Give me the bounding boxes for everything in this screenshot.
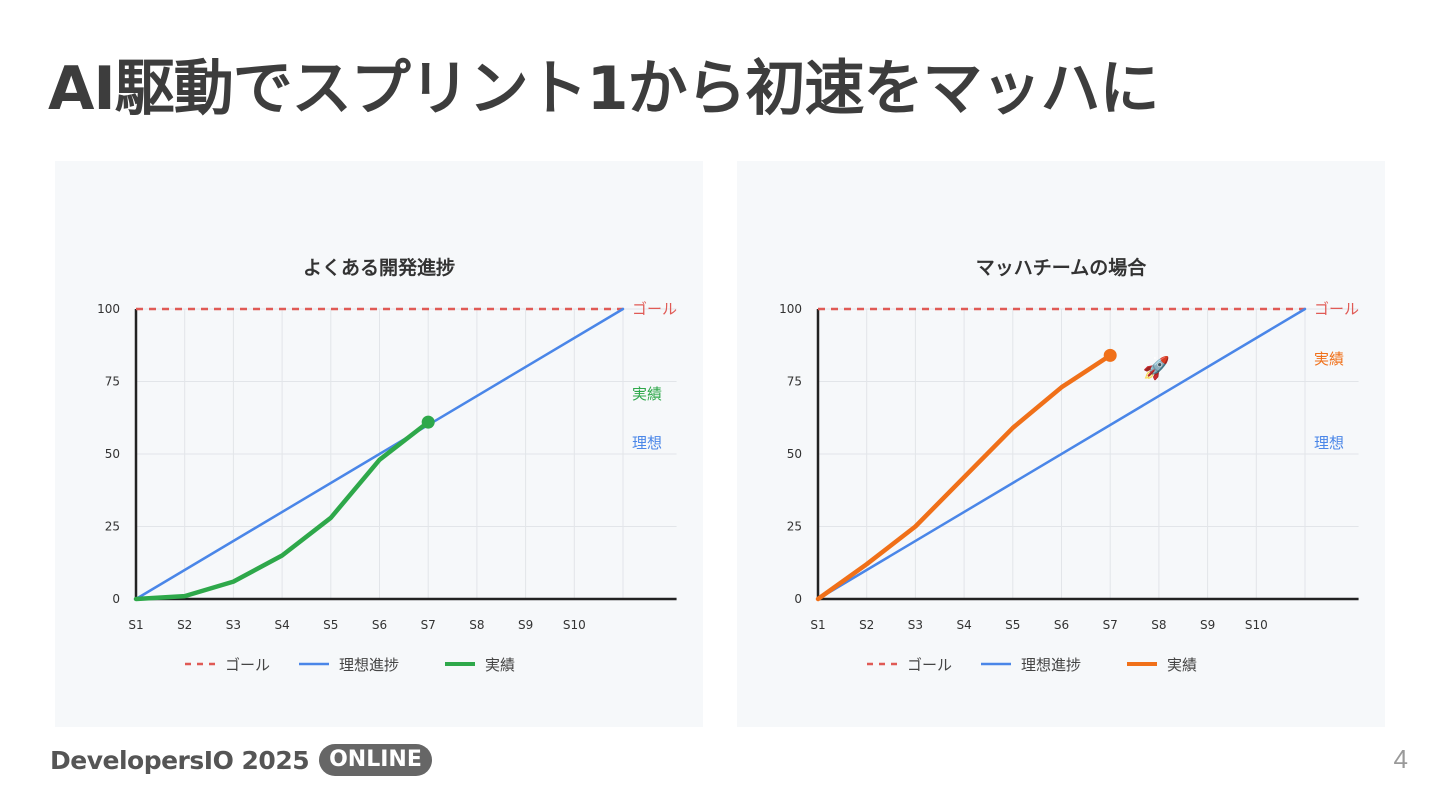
y-tick-label: 75 xyxy=(105,375,120,389)
y-tick-label: 0 xyxy=(112,592,120,606)
annotation-goal: ゴール xyxy=(632,300,677,318)
page-number: 4 xyxy=(1393,744,1408,774)
rocket-icon: 🚀 xyxy=(1143,356,1170,382)
x-tick-label: S5 xyxy=(323,618,338,632)
legend-label-goal: ゴール xyxy=(907,656,952,674)
x-tick-label: S8 xyxy=(469,618,484,632)
series-end-marker xyxy=(1103,348,1117,362)
legend-label-actual: 実績 xyxy=(485,656,515,674)
chart-title: マッハチームの場合 xyxy=(976,256,1147,279)
y-tick-label: 0 xyxy=(794,592,802,606)
annotation-ideal: 理想 xyxy=(1314,434,1344,452)
legend-label-goal: ゴール xyxy=(225,656,270,674)
brand-logo-text: DevelopersIO 2025 xyxy=(50,745,310,775)
y-tick-label: 75 xyxy=(787,375,802,389)
footer-brand: DevelopersIO 2025 ONLINE xyxy=(50,744,432,776)
series-line-ideal xyxy=(134,307,625,601)
x-tick-label: S2 xyxy=(859,618,874,632)
x-tick-label: S2 xyxy=(177,618,192,632)
x-tick-label: S10 xyxy=(1245,618,1268,632)
online-badge: ONLINE xyxy=(319,744,432,776)
chart-title: よくある開発進捗 xyxy=(303,256,455,279)
x-tick-label: S3 xyxy=(908,618,923,632)
slide-title: AI駆動でスプリント1から初速をマッハに xyxy=(48,54,1160,124)
x-tick-label: S1 xyxy=(810,618,825,632)
y-tick-label: 50 xyxy=(787,447,802,461)
x-tick-label: S4 xyxy=(274,618,289,632)
x-tick-label: S9 xyxy=(518,618,533,632)
x-tick-label: S7 xyxy=(1103,618,1118,632)
y-tick-label: 100 xyxy=(97,302,120,316)
x-tick-label: S7 xyxy=(421,618,436,632)
y-tick-label: 50 xyxy=(105,447,120,461)
annotation-ideal: 理想 xyxy=(632,434,662,452)
legend-label-actual: 実績 xyxy=(1167,656,1197,674)
chart-mach-team: マッハチームの場合 0 25 50 75 100 S1 S2 S3 S4 S5 S6 S7 S8 S9 S10… xyxy=(779,256,1359,674)
x-tick-label: S8 xyxy=(1151,618,1166,632)
x-tick-label: S9 xyxy=(1200,618,1215,632)
series-line-ideal xyxy=(816,307,1307,601)
x-tick-label: S10 xyxy=(563,618,586,632)
x-tick-label: S6 xyxy=(372,618,387,632)
x-tick-label: S3 xyxy=(226,618,241,632)
legend-label-ideal: 理想進捗 xyxy=(1021,656,1081,674)
annotation-actual: 実績 xyxy=(632,385,662,403)
series-end-marker xyxy=(421,415,435,429)
chart-panel-typical: よくある開発進捗 0 25 50 75 100 S1 S2 S3 S4 S5 S6 S7 S8 S9 S10 ゴ… xyxy=(55,161,703,727)
annotation-goal: ゴール xyxy=(1314,300,1359,318)
x-tick-label: S1 xyxy=(128,618,143,632)
x-tick-label: S5 xyxy=(1005,618,1020,632)
y-tick-label: 25 xyxy=(105,520,120,534)
x-tick-label: S6 xyxy=(1054,618,1069,632)
y-tick-label: 100 xyxy=(779,302,802,316)
legend-label-ideal: 理想進捗 xyxy=(339,656,399,674)
chart-typical-progress: よくある開発進捗 0 25 50 75 100 S1 S2 S3 S4 S5 S6 S7 S8 S9 S10 ゴ… xyxy=(97,256,677,674)
x-tick-label: S4 xyxy=(956,618,971,632)
y-tick-label: 25 xyxy=(787,520,802,534)
annotation-actual: 実績 xyxy=(1314,350,1344,368)
chart-panel-mach: マッハチームの場合 0 25 50 75 100 S1 S2 S3 S4 S5 S6 S7 S8 S9 S10… xyxy=(737,161,1385,727)
